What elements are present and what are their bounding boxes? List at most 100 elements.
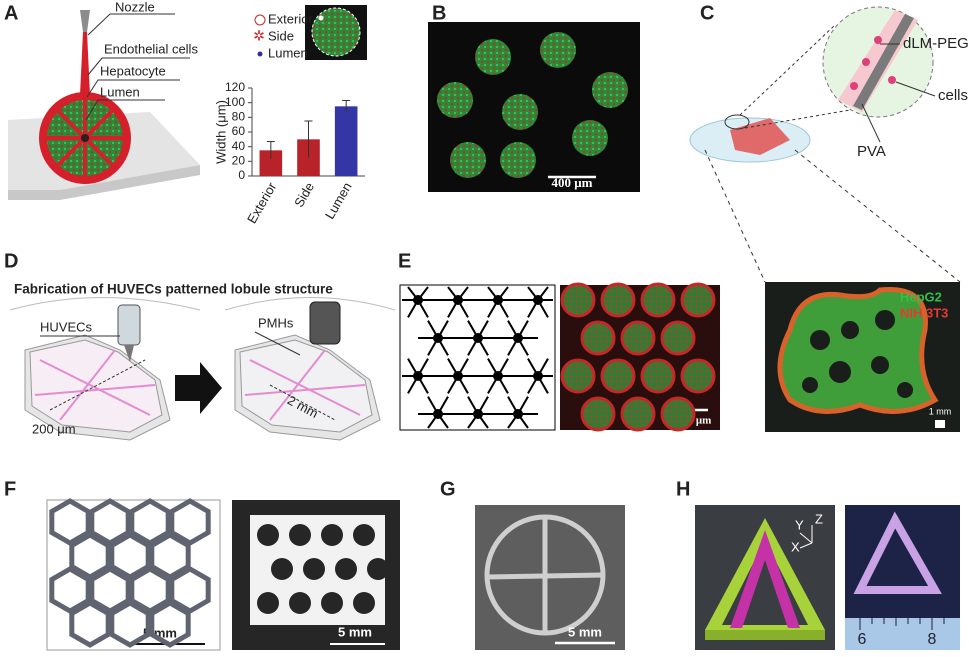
lobule-ring <box>620 396 656 432</box>
hexagon <box>69 532 111 580</box>
lobule-spoke <box>507 320 519 339</box>
lobule-spoke <box>437 337 449 356</box>
lobule-spoke <box>487 286 499 301</box>
pore <box>257 524 279 546</box>
fabrication-schematic: Fabrication of HUVECs patterned lobule s… <box>9 282 396 441</box>
filament <box>80 32 90 95</box>
lobule-spoke <box>467 396 479 415</box>
leader <box>86 79 180 98</box>
lobule-spoke <box>457 375 469 394</box>
axis-label: Y <box>795 517 804 532</box>
leader <box>254 331 301 356</box>
hexagon <box>49 566 91 614</box>
lobule-spoke <box>407 299 419 318</box>
lobule-spoke <box>477 337 489 356</box>
leader <box>87 57 190 76</box>
lobule-spoke <box>447 299 459 318</box>
lobule-spoke <box>517 320 529 339</box>
x-tick-label: Exterior <box>244 179 280 226</box>
stain-label: NIH 3T3 <box>900 305 948 320</box>
lobule-ring <box>680 358 716 394</box>
construct-photo <box>777 287 939 414</box>
lobule-ring <box>640 282 676 318</box>
axis-label: X <box>791 539 800 554</box>
hexagon <box>149 532 191 580</box>
strand-section <box>500 142 536 178</box>
pores <box>802 310 913 398</box>
panel-label: E <box>398 250 411 272</box>
leader <box>85 99 165 121</box>
lobule-spoke <box>447 375 459 394</box>
printing-illustration: Nozzle Endothelial cells Hepatocyte Lume… <box>8 0 200 200</box>
y-tick-label: 20 <box>232 154 246 168</box>
bar <box>334 106 358 176</box>
legend-symbol: ✲ <box>253 28 265 44</box>
hexagon <box>69 600 111 648</box>
lobule-spoke <box>477 413 489 429</box>
lobule-spoke <box>507 396 519 415</box>
lobule-ring <box>640 358 676 394</box>
lobule-spoke <box>427 396 439 415</box>
annotation: Hepatocyte <box>100 63 166 78</box>
lobule-spoke <box>517 413 529 429</box>
lumen-mark <box>318 15 324 21</box>
strand-section <box>437 82 473 118</box>
strand-section <box>592 72 628 108</box>
panel-label: H <box>676 478 690 500</box>
lobule-spoke <box>407 375 419 394</box>
zoom-ring <box>724 114 750 130</box>
annotation: Endothelial cells <box>104 41 198 56</box>
strand-section <box>572 120 608 156</box>
cross-section-inset: ✲ Exterior Side Lumen <box>253 5 367 60</box>
legend-symbol <box>257 51 263 57</box>
pore <box>289 592 311 614</box>
hexagon <box>89 498 131 546</box>
ruler-label: 8 <box>928 631 937 648</box>
dish-rim <box>224 297 396 311</box>
lobule-images: 500 μm <box>399 282 720 432</box>
lobule-spoke <box>527 286 539 301</box>
leader <box>895 81 936 97</box>
lobule-ring <box>560 282 596 318</box>
lobule-spoke <box>407 286 419 301</box>
exterior-ring <box>311 7 361 57</box>
y-tick-label: 100 <box>225 95 245 109</box>
lobule-spoke <box>527 375 539 394</box>
strand-section <box>502 94 538 130</box>
lobule-ring <box>660 396 696 432</box>
lobule-spoke <box>537 286 549 301</box>
lobule-ring <box>600 282 636 318</box>
hexagon <box>129 566 171 614</box>
lobule-spoke <box>407 358 419 377</box>
pyramid-images: Y Z X 6 8 <box>695 505 960 650</box>
zoom-line <box>794 149 961 283</box>
lobule-ring <box>680 282 716 318</box>
annotation: Nozzle <box>115 0 155 14</box>
lobule-ring <box>560 358 596 394</box>
stain-label: HepG2 <box>900 289 942 304</box>
pattern-image <box>399 284 556 431</box>
pore <box>289 524 311 546</box>
lobule-spoke <box>527 358 539 377</box>
legend-symbol <box>254 14 266 26</box>
lobule-spoke <box>477 320 489 339</box>
x-tick-label: Lumen <box>322 180 355 222</box>
lobule-spoke <box>457 286 469 301</box>
zoom-line <box>739 24 836 116</box>
legend-label: Exterior <box>268 11 313 26</box>
panel-label: A <box>4 2 18 24</box>
cell <box>862 58 870 66</box>
stack-left <box>24 334 171 441</box>
lobule-spoke <box>437 396 449 415</box>
pore <box>353 592 375 614</box>
leader <box>861 103 881 143</box>
lobule-spoke <box>417 358 429 377</box>
scale-label: 5 mm <box>568 624 602 639</box>
cell <box>888 76 896 84</box>
hexagon <box>169 566 211 614</box>
lobule-ring <box>580 320 616 356</box>
lobule-spoke <box>457 358 469 377</box>
nozzle-left <box>117 304 141 362</box>
hexagon <box>149 600 191 648</box>
pore <box>335 558 357 580</box>
